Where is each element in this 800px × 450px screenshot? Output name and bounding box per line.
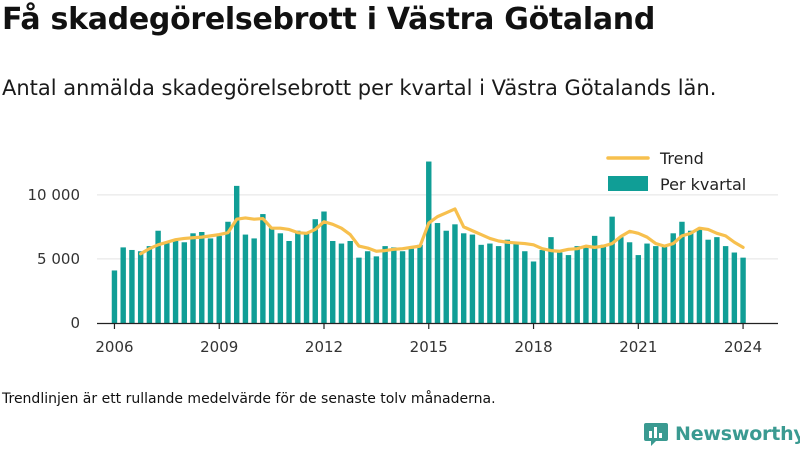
bar	[548, 237, 554, 323]
bar	[714, 237, 720, 323]
bar	[504, 239, 511, 323]
bar	[347, 240, 353, 323]
bar	[635, 255, 642, 323]
bar	[391, 247, 397, 323]
legend-trend-label: Trend	[659, 149, 704, 168]
bar	[216, 235, 222, 323]
bar	[740, 257, 746, 323]
bar	[356, 257, 362, 323]
bar	[626, 242, 633, 323]
bar	[277, 233, 284, 323]
x-tick-label: 2015	[410, 338, 448, 356]
bar	[172, 240, 179, 323]
x-tick-label: 2012	[305, 338, 343, 356]
bar	[653, 246, 659, 323]
bar	[321, 211, 327, 323]
legend: Trend Per kvartal	[606, 149, 746, 194]
legend-bar-label: Per kvartal	[660, 175, 746, 194]
brand-logo[interactable]: Newsworthy	[643, 419, 800, 449]
bar	[600, 244, 607, 323]
bar	[417, 244, 423, 323]
bar	[242, 234, 249, 323]
bar	[557, 252, 563, 323]
bar	[705, 239, 711, 323]
bar	[233, 185, 240, 323]
x-tick-label: 2009	[200, 338, 238, 356]
bar	[137, 251, 144, 323]
bar	[426, 161, 432, 323]
bar	[583, 247, 589, 323]
bar	[260, 214, 266, 323]
bar	[687, 230, 694, 323]
bar	[443, 230, 449, 323]
bar	[679, 221, 685, 323]
trend-line	[139, 207, 745, 256]
bar	[330, 240, 336, 323]
y-tick-label: 10 000	[28, 186, 81, 204]
y-tick-label: 5 000	[37, 250, 80, 268]
bar	[644, 243, 650, 323]
brand-name: Newsworthy	[675, 423, 800, 445]
bar	[295, 230, 301, 323]
bar	[164, 242, 170, 323]
bar	[670, 233, 676, 323]
axes: 0 5 000 10 000 2006 2009 2012 2015 2018 2021 2024	[28, 186, 778, 356]
bar	[495, 246, 502, 323]
bar	[251, 238, 257, 323]
bar	[487, 243, 493, 323]
bar	[530, 261, 537, 323]
bar	[591, 235, 598, 323]
chart-title: Få skadegörelsebrott i Västra Götaland	[2, 2, 656, 37]
bar	[565, 255, 572, 323]
bar	[181, 242, 188, 323]
bar	[338, 243, 345, 323]
bar	[731, 252, 738, 323]
x-tick-label: 2021	[619, 338, 657, 356]
bars	[111, 161, 746, 323]
bar	[696, 229, 703, 323]
bar	[207, 238, 214, 323]
bar	[469, 234, 476, 323]
bar	[129, 249, 135, 323]
bar	[155, 230, 161, 323]
bar	[190, 233, 196, 323]
bar	[609, 216, 615, 323]
bar	[452, 224, 458, 323]
bar	[408, 248, 415, 323]
bar	[382, 246, 388, 323]
legend-bar-swatch	[608, 176, 648, 191]
bar	[312, 219, 318, 323]
bar-chart-logo-icon	[644, 423, 668, 446]
bar	[373, 256, 380, 323]
bar	[513, 242, 519, 323]
bar	[225, 221, 231, 323]
bar	[199, 232, 205, 323]
bar	[618, 237, 624, 323]
chart-subtitle: Antal anmälda skadegörelsebrott per kvar…	[2, 76, 717, 100]
bar	[146, 246, 153, 323]
bar	[478, 244, 484, 323]
bar	[120, 247, 126, 323]
trend-series	[139, 207, 745, 256]
bar	[303, 233, 310, 323]
x-tick-label: 2006	[95, 338, 133, 356]
x-tick-label: 2018	[514, 338, 552, 356]
bar	[539, 249, 545, 323]
bar	[522, 251, 528, 323]
y-tick-label: 0	[70, 314, 80, 332]
bar	[661, 244, 668, 323]
bar	[268, 228, 275, 323]
bar	[286, 240, 292, 323]
bar	[434, 223, 441, 323]
footnote: Trendlinjen är ett rullande medelvärde f…	[2, 391, 496, 407]
bar	[460, 233, 467, 323]
bar	[574, 246, 580, 323]
bar	[111, 270, 118, 323]
bar	[364, 251, 371, 323]
bar	[722, 246, 729, 323]
bar	[399, 251, 406, 323]
x-tick-label: 2024	[724, 338, 762, 356]
